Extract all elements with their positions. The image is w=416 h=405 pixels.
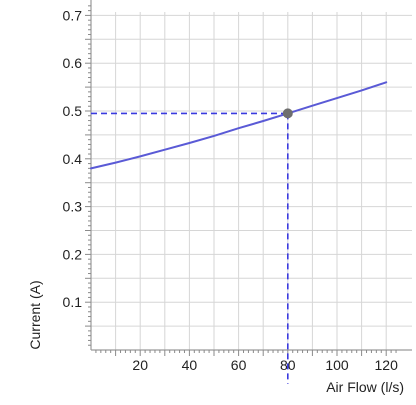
marker-layer [282,108,293,119]
y-tick-label: 0.1 [63,294,83,310]
y-tick-label: 0.2 [63,246,83,262]
tick-marks [85,5,397,356]
axes [90,0,412,351]
y-tick-label: 0.6 [63,55,83,71]
y-tick-label: 0.3 [63,199,83,215]
x-tick-label: 100 [325,357,349,373]
grid-lines [91,12,412,350]
x-tick-label: 20 [132,357,148,373]
series-line [90,81,388,170]
x-tick-label: 120 [375,357,399,373]
highlight-point [282,108,293,119]
guide-lines [91,112,289,384]
y-tick-label: 0.7 [63,7,83,23]
x-tick-label: 40 [182,357,198,373]
x-axis-label: Air Flow (l/s) [326,379,404,395]
series-layer [90,81,388,170]
y-axis-label: Current (A) [27,280,43,349]
y-tick-label: 0.4 [63,151,83,167]
x-tick-label: 60 [231,357,247,373]
y-tick-label: 0.5 [63,103,83,119]
